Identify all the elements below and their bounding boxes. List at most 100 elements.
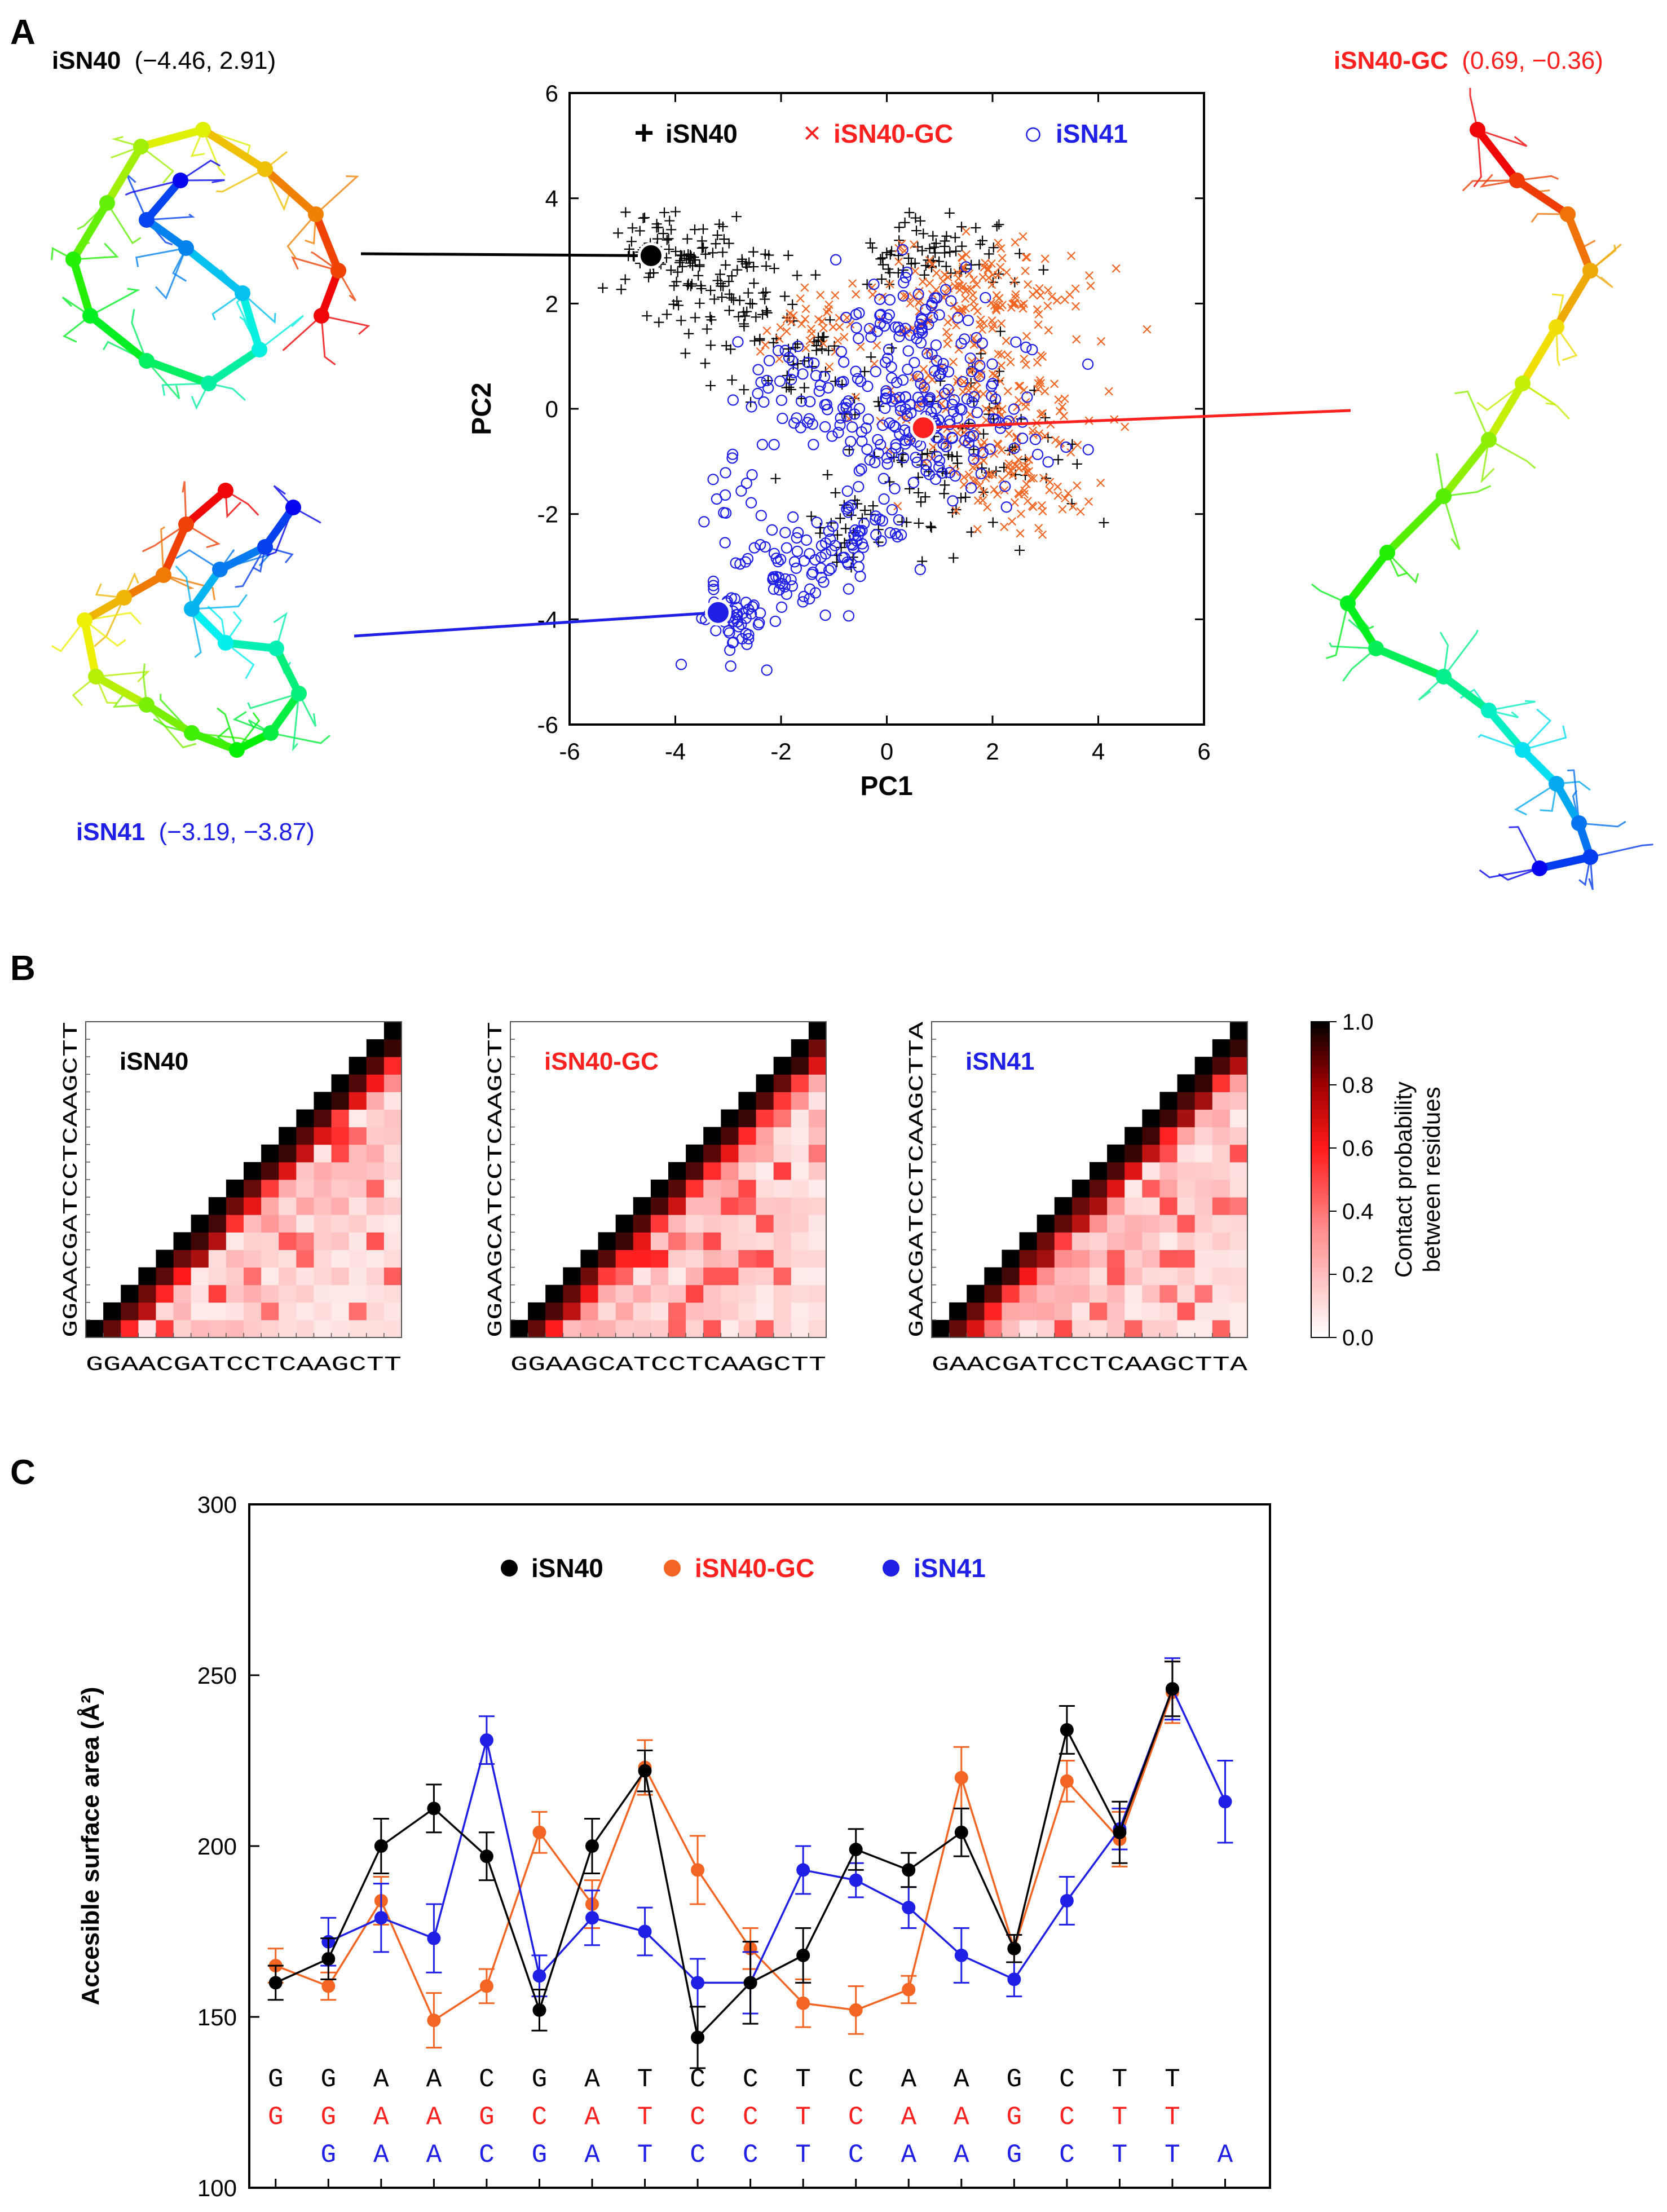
contact-cell (808, 1267, 827, 1286)
contact-cell (1212, 1180, 1231, 1198)
contact-cell (1142, 1319, 1160, 1338)
pca-point-isn40 (881, 248, 892, 258)
contact-cell (156, 1319, 174, 1338)
pca-point-isn40-gc (1021, 360, 1030, 369)
contact-cell (208, 1267, 227, 1286)
pca-point-isn40 (810, 270, 821, 280)
asa-sequence-letter: A (373, 2103, 389, 2132)
contact-cell (383, 1092, 402, 1110)
pca-point-isn41 (870, 365, 881, 378)
pca-point-isn40-gc (1024, 455, 1034, 465)
pca-point-isn40-gc (1060, 295, 1069, 304)
pca-point-isn40 (995, 326, 1006, 337)
pca-point-isn41 (889, 483, 901, 495)
pca-point-isn41 (832, 427, 844, 439)
pca-point-isn41 (933, 309, 945, 321)
contact-cell (279, 1127, 297, 1145)
molecule-base-line (1311, 583, 1348, 604)
pca-point-isn40-gc (1009, 276, 1018, 285)
contact-cell (261, 1144, 279, 1163)
contact-cell (191, 1302, 209, 1321)
molecule-backbone (1372, 644, 1448, 681)
contact-cell (721, 1180, 739, 1198)
pca-point-isn40-gc (1061, 494, 1070, 503)
pca-point-isn41 (792, 527, 804, 538)
contact-cell (1212, 1250, 1231, 1268)
pca-point-isn41 (769, 615, 781, 628)
pca-point-isn41 (862, 413, 874, 425)
contact-cell (1090, 1319, 1108, 1338)
pca-point-isn41 (834, 419, 846, 431)
molecule-base-line (1578, 820, 1626, 828)
pca-point-isn41 (814, 379, 826, 391)
pca-point-isn40-gc (1016, 529, 1025, 538)
structure-coords-isn40: (−4.46, 2.91) (135, 47, 276, 74)
contact-cell (1002, 1284, 1020, 1303)
pca-point-isn40-gc (1004, 429, 1013, 438)
contact-cell (808, 1144, 827, 1163)
contact-cell (1159, 1232, 1178, 1250)
pca-point-isn40 (726, 271, 737, 281)
contact-cell (738, 1232, 757, 1250)
pca-point-isn40-gc (981, 404, 990, 413)
pca-point-isn40-gc (1003, 350, 1012, 360)
pca-point-isn40-gc (1052, 296, 1061, 305)
pca-point-isn40-gc (801, 304, 810, 314)
molecule-atom (1549, 319, 1564, 335)
contact-cell (633, 1215, 651, 1233)
molecule-atom (65, 251, 81, 267)
pca-point-isn40 (672, 267, 683, 277)
pca-point-isn40-gc (975, 482, 984, 491)
contact-cell (1229, 1162, 1248, 1180)
contact-cell (703, 1162, 721, 1180)
contact-cell (686, 1215, 704, 1233)
contact-cell (1159, 1319, 1178, 1338)
molecule-base-line (111, 136, 142, 148)
pca-point-isn41 (946, 432, 958, 444)
contact-cell (1194, 1284, 1213, 1303)
asa-sequence-letter: T (637, 2140, 653, 2170)
contact-cell (244, 1232, 262, 1250)
asa-sequence-letter: T (795, 2065, 811, 2094)
asa-sequence-letter: G (532, 2140, 548, 2170)
pca-point-isn40 (796, 393, 806, 404)
pca-point-isn41 (727, 394, 739, 406)
pca-point-isn41 (865, 331, 877, 343)
pca-point-isn40 (705, 340, 716, 351)
molecule-atom (156, 567, 171, 583)
pca-point-isn41 (770, 552, 782, 564)
contact-cell (314, 1144, 332, 1163)
contact-cell (1107, 1302, 1125, 1321)
contact-cell (1090, 1250, 1108, 1268)
contact-cell (1107, 1215, 1125, 1233)
pca-point-isn40 (693, 270, 704, 281)
pca-point-isn40-gc (1037, 409, 1046, 418)
pca-point-isn40 (739, 385, 749, 395)
molecule-base-line (95, 676, 117, 704)
pca-point-isn41 (883, 343, 895, 356)
contact-cell (650, 1197, 669, 1215)
pca-point-isn40 (941, 261, 951, 272)
pca-point-isn40-gc (856, 342, 865, 351)
contact-cell (331, 1144, 350, 1163)
contact-cell (156, 1302, 174, 1321)
contact-cell (86, 1319, 104, 1338)
molecule-backbone (160, 520, 190, 579)
structure-caption-isn40-gc: iSN40-GC (0.69, −0.36) (1334, 47, 1603, 74)
molecule-backbone (1485, 707, 1527, 754)
pca-point-isn41 (959, 333, 971, 345)
pca-point-isn40-gc (1021, 266, 1030, 276)
contact-cell (756, 1197, 774, 1215)
pca-point-isn41 (960, 261, 972, 273)
pca-point-isn41 (786, 580, 799, 592)
contact-cell (173, 1267, 192, 1286)
asa-sequence-letter: C (690, 2103, 705, 2132)
pca-point-isn40 (620, 274, 630, 285)
contact-cell (598, 1250, 616, 1268)
contact-cell (1002, 1319, 1020, 1338)
asa-point (638, 1764, 652, 1778)
pca-point-isn40 (661, 309, 672, 320)
asa-sequence-letter: T (795, 2140, 811, 2170)
pca-point-isn41 (984, 443, 996, 455)
